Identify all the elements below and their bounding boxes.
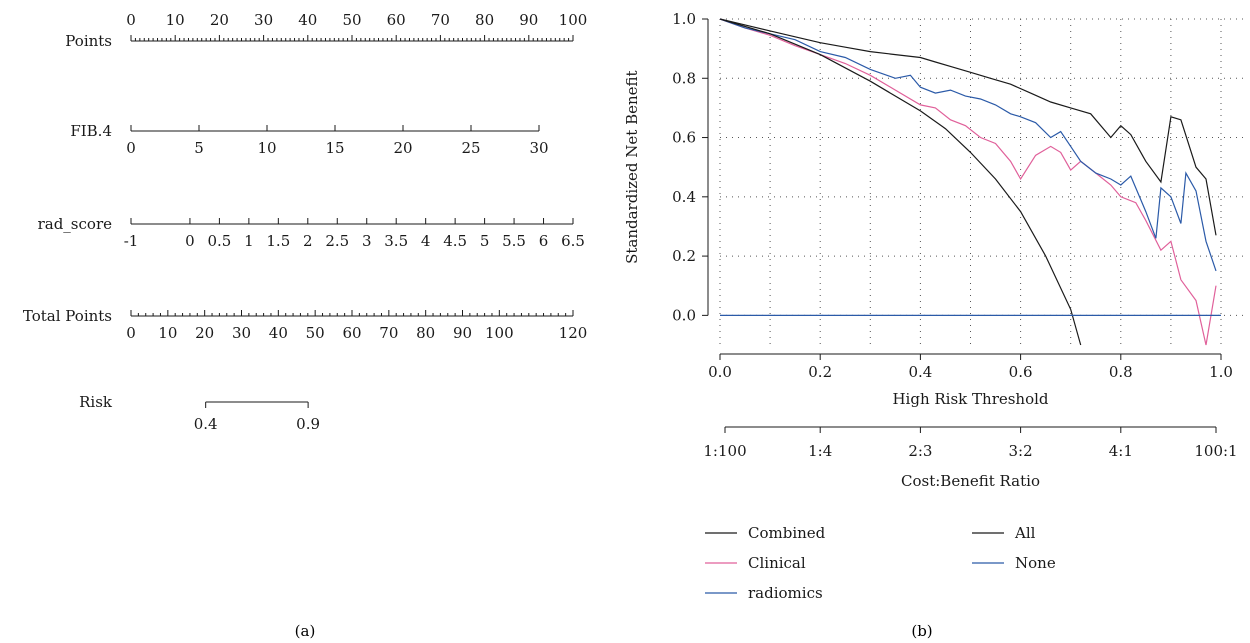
x-axis-label: High Risk Threshold: [892, 390, 1048, 408]
nomogram-tick-label: 5: [194, 139, 204, 157]
nomogram-tick-label: 60: [387, 11, 406, 29]
nomogram-tick-label: 20: [393, 139, 412, 157]
nomogram-row-label: rad_score: [38, 215, 113, 233]
y-tick-label: 0.8: [672, 69, 696, 87]
nomogram-tick-label: 100: [485, 324, 514, 342]
nomogram-tick-label: 6: [539, 232, 549, 250]
cost-benefit-tick-label: 1:100: [703, 442, 746, 460]
nomogram-tick-label: 30: [232, 324, 251, 342]
nomogram-row-label: Risk: [79, 393, 113, 411]
nomogram-tick-label: 5.5: [502, 232, 526, 250]
y-tick-label: 1.0: [672, 10, 696, 28]
nomogram-tick-label: 80: [475, 11, 494, 29]
nomogram-tick-label: 0: [126, 324, 136, 342]
nomogram-tick-label: 4: [421, 232, 431, 250]
legend-label: Combined: [748, 524, 826, 542]
nomogram-tick-label: 70: [431, 11, 450, 29]
nomogram-tick-label: 10: [257, 139, 276, 157]
cost-benefit-tick-label: 3:2: [1009, 442, 1033, 460]
nomogram-tick-label: 15: [325, 139, 344, 157]
nomogram-tick-label: 80: [416, 324, 435, 342]
nomogram-tick-label: 3.5: [384, 232, 408, 250]
nomogram-tick-label: 60: [342, 324, 361, 342]
nomogram-row-label: Points: [65, 32, 112, 50]
nomogram-tick-label: 50: [342, 11, 361, 29]
nomogram-tick-label: 4.5: [443, 232, 467, 250]
nomogram-tick-label: 0.4: [194, 415, 218, 433]
series-line-combined: [719, 18, 1217, 236]
nomogram-tick-label: 0.9: [296, 415, 320, 433]
x-tick-label: 1.0: [1209, 363, 1233, 381]
nomogram-tick-label: 30: [529, 139, 548, 157]
y-tick-label: 0.2: [672, 247, 696, 265]
nomogram-tick-label: 90: [519, 11, 538, 29]
nomogram-tick-label: 6.5: [561, 232, 585, 250]
decision-curve-panel: 0.0 0.2 0.4 0.6 0.8 1.0 Standardized Net Benef…: [623, 10, 1245, 602]
panel-label-b: (b): [911, 622, 932, 640]
nomogram-tick-label: 10: [158, 324, 177, 342]
nomogram-tick-label: -1: [124, 232, 139, 250]
cost-benefit-tick-label: 1:4: [808, 442, 832, 460]
legend-label: All: [1014, 524, 1036, 542]
nomogram-tick-label: 2.5: [325, 232, 349, 250]
nomogram-tick-label: 0.5: [207, 232, 231, 250]
nomogram-tick-label: 2: [303, 232, 313, 250]
nomogram-tick-label: 1.5: [266, 232, 290, 250]
cost-benefit-axis-label: Cost:Benefit Ratio: [901, 472, 1040, 490]
nomogram-tick-label: 70: [379, 324, 398, 342]
nomogram-tick-label: 40: [298, 11, 317, 29]
cost-benefit-tick-label: 2:3: [908, 442, 932, 460]
cost-benefit-tick-label: 4:1: [1109, 442, 1133, 460]
y-tick-label: 0.0: [672, 306, 696, 324]
x-tick-label: 0.2: [808, 363, 832, 381]
nomogram-tick-label: 90: [453, 324, 472, 342]
nomogram-tick-label: 20: [210, 11, 229, 29]
y-axis-label: Standardized Net Benefit: [623, 70, 641, 263]
nomogram-row-label: FIB.4: [70, 122, 112, 140]
x-tick-label: 0.0: [708, 363, 732, 381]
nomogram-tick-label: 40: [269, 324, 288, 342]
panel-label-a: (a): [295, 622, 316, 640]
nomogram-tick-label: 20: [195, 324, 214, 342]
nomogram-tick-label: 5: [480, 232, 490, 250]
nomogram-tick-label: 120: [559, 324, 588, 342]
nomogram-tick-label: 10: [166, 11, 185, 29]
nomogram-tick-label: 0: [126, 11, 136, 29]
nomogram-row-label: Total Points: [23, 307, 112, 325]
series-line-all: [719, 18, 1082, 346]
x-tick-label: 0.8: [1109, 363, 1133, 381]
nomogram-tick-label: 0: [126, 139, 136, 157]
nomogram-tick-label: 50: [306, 324, 325, 342]
legend-label: None: [1015, 554, 1056, 572]
nomogram-tick-label: 25: [461, 139, 480, 157]
series-line-clinical: [719, 18, 1217, 346]
cost-benefit-tick-label: 100:1: [1194, 442, 1237, 460]
series-line-radiomics: [719, 18, 1217, 272]
legend-label: Clinical: [748, 554, 806, 572]
nomogram-tick-label: 30: [254, 11, 273, 29]
y-tick-label: 0.6: [672, 129, 696, 147]
nomogram-tick-label: 1: [244, 232, 254, 250]
nomogram-tick-label: 100: [559, 11, 588, 29]
y-tick-label: 0.4: [672, 188, 696, 206]
nomogram-tick-label: 3: [362, 232, 372, 250]
legend-label: radiomics: [748, 584, 823, 602]
nomogram-tick-label: 0: [185, 232, 195, 250]
x-tick-label: 0.4: [908, 363, 932, 381]
x-tick-label: 0.6: [1009, 363, 1033, 381]
